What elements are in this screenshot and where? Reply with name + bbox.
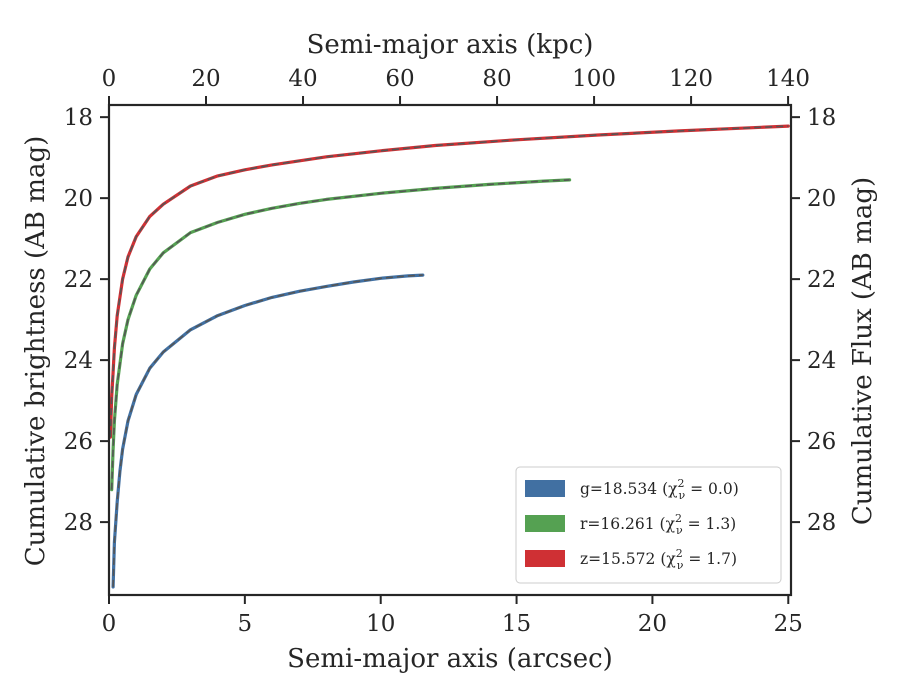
- y-right-tick-label: 24: [807, 348, 836, 374]
- legend-label-sub: ν: [677, 559, 684, 572]
- x-axis-bottom-ticks: 0 5 10 15 20 25: [102, 595, 803, 637]
- y-tick-label: 28: [64, 510, 93, 536]
- plot-area: [107, 103, 793, 597]
- legend-swatch-2: [525, 550, 565, 567]
- y-tick-label: 20: [64, 186, 93, 212]
- series-model-line-1: [110, 179, 570, 490]
- legend-label-sup: 2: [675, 512, 682, 525]
- series-layer: [108, 124, 790, 589]
- x-tick-label: 15: [502, 611, 531, 637]
- y-tick-label: 24: [64, 348, 93, 374]
- y-axis-left-ticks: 18 20 22 24 26 28: [64, 105, 109, 536]
- y-axis-right-title: Cumulative Flux (AB mag): [848, 177, 878, 525]
- x-tick-label: 20: [638, 611, 667, 637]
- x-top-tick-label: 80: [482, 66, 511, 92]
- y-right-tick-label: 18: [807, 105, 836, 131]
- legend-label-tail: = 0.0): [685, 480, 739, 498]
- x-axis-bottom-title: Semi-major axis (arcsec): [287, 644, 613, 674]
- y-tick-label: 22: [64, 267, 93, 293]
- series-line-1: [110, 178, 572, 492]
- legend-box: [515, 466, 782, 584]
- legend-label-1: r=16.261 (χ2 ν = 1.3): [580, 512, 736, 537]
- y-right-tick-label: 22: [807, 267, 836, 293]
- y-right-tick-label: 28: [807, 510, 836, 536]
- legend-label-main: r=16.261 (χ: [580, 515, 676, 533]
- series-line-2: [108, 124, 790, 439]
- legend: g=18.534 (χ2 ν = 0.0)r=16.261 (χ2 ν = 1.3)…: [515, 466, 782, 584]
- y-tick-label: 26: [64, 429, 93, 455]
- legend-label-sub: ν: [676, 524, 683, 537]
- x-tick-label: 10: [366, 611, 395, 637]
- x-tick-label: 5: [238, 611, 253, 637]
- series-model-line-0: [112, 274, 423, 587]
- y-tick-label: 18: [64, 105, 93, 131]
- y-axis-right-ticks: 18 20 22 24 26 28: [791, 105, 836, 536]
- y-axis-left-title: Cumulative brightness (AB mag): [21, 136, 51, 567]
- y-right-tick-label: 26: [807, 429, 836, 455]
- legend-label-tail: = 1.3): [683, 515, 737, 533]
- x-top-tick-label: 60: [385, 66, 414, 92]
- y-right-tick-label: 20: [807, 186, 836, 212]
- legend-swatch-0: [525, 480, 565, 497]
- legend-label-0: g=18.534 (χ2 ν = 0.0): [580, 477, 739, 502]
- x-axis-top-title: Semi-major axis (kpc): [307, 30, 594, 60]
- series-line-0: [111, 273, 425, 589]
- legend-label-main: z=15.572 (χ: [580, 550, 676, 568]
- legend-swatch-1: [525, 515, 565, 532]
- x-top-tick-label: 20: [191, 66, 220, 92]
- x-axis-top-ticks: 0 20 40 60 80 100 120 140: [102, 66, 810, 105]
- legend-label-sup: 2: [678, 477, 685, 490]
- x-tick-label: 25: [774, 611, 803, 637]
- x-top-tick-label: 40: [288, 66, 317, 92]
- axes-frame: [107, 103, 793, 597]
- legend-label-main: g=18.534 (χ: [580, 480, 678, 498]
- x-tick-label: 0: [102, 611, 117, 637]
- legend-label-2: z=15.572 (χ2 ν = 1.7): [580, 547, 737, 572]
- legend-label-sup: 2: [676, 547, 683, 560]
- x-top-tick-label: 100: [572, 66, 616, 92]
- x-top-tick-label: 120: [669, 66, 713, 92]
- legend-label-sub: ν: [679, 489, 686, 502]
- x-top-tick-label: 140: [766, 66, 810, 92]
- series-model-line-2: [109, 125, 789, 438]
- legend-label-tail: = 1.7): [683, 550, 737, 568]
- x-top-tick-label: 0: [102, 66, 117, 92]
